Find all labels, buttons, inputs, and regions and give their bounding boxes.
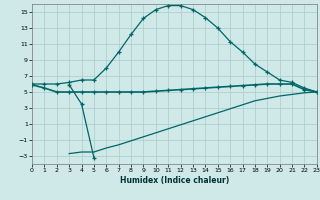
- X-axis label: Humidex (Indice chaleur): Humidex (Indice chaleur): [120, 176, 229, 185]
